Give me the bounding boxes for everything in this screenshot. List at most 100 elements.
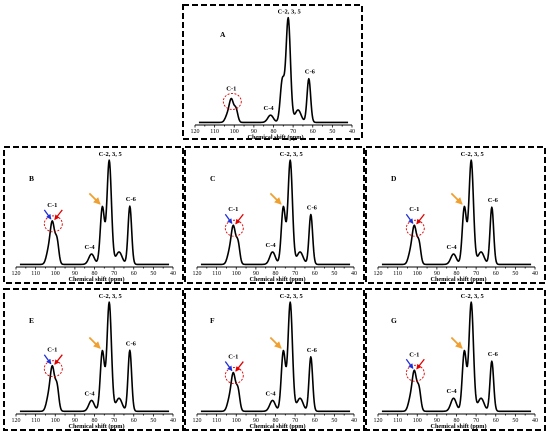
spectrum-line [381, 301, 532, 413]
peak-label-c-4: C-4 [85, 244, 96, 251]
x-tick-label: 50 [512, 418, 518, 424]
panel-label: C [210, 174, 215, 183]
peak-label-c-2-3-5: C-2, 3, 5 [280, 293, 304, 300]
x-tick-label: 50 [331, 271, 337, 277]
spectrum-line [200, 159, 351, 266]
c1-highlight-circle [222, 93, 242, 110]
x-tick-label: 50 [331, 418, 337, 424]
x-tick-label: 90 [434, 271, 440, 277]
x-tick-label: 70 [292, 271, 298, 277]
blue-arrow [43, 354, 52, 365]
spectrum-panel-d: 120 110 100 90 80 70 60 50 40 Chemical shift (ppm… [365, 146, 546, 284]
x-tick-label: 120 [12, 271, 21, 277]
x-tick-label: 120 [193, 271, 202, 277]
peak-label-c-4: C-4 [85, 390, 96, 397]
peak-label-c-6: C-6 [488, 351, 499, 358]
x-tick-label: 120 [374, 418, 383, 424]
blue-arrow [43, 209, 52, 220]
spectrum-panel-b: 120 110 100 90 80 70 60 50 40 Chemical shift (ppm… [3, 146, 184, 284]
panel-frame [3, 146, 184, 284]
x-tick-label: 80 [454, 271, 460, 277]
x-tick-label: 80 [92, 418, 98, 424]
x-tick-label: 110 [393, 418, 402, 424]
x-tick-label: 70 [290, 129, 296, 135]
x-tick-label: 60 [493, 418, 499, 424]
c1-highlight-circle [405, 364, 425, 382]
x-tick-label: 100 [230, 129, 239, 135]
x-tick-label: 50 [329, 129, 335, 135]
orange-arrow [88, 336, 101, 349]
c1-highlight-circle [224, 367, 244, 384]
peak-label-c-1: C-1 [409, 206, 419, 213]
panel-frame [365, 146, 546, 284]
red-arrow [54, 354, 63, 365]
x-tick-label: 90 [72, 418, 78, 424]
x-tick-label: 120 [12, 418, 21, 424]
x-tick-label: 80 [92, 271, 98, 277]
x-tick-label: 80 [271, 129, 277, 135]
x-axis-label: Chemical shift (ppm) [249, 423, 305, 430]
x-tick-label: 110 [212, 271, 221, 277]
peak-label-c-4: C-4 [264, 105, 275, 112]
blue-arrow [224, 361, 233, 372]
red-arrow [54, 209, 63, 221]
panel-frame [182, 4, 363, 140]
blue-arrow [405, 358, 414, 369]
panel-label: D [391, 174, 397, 183]
peak-label-c-1: C-1 [228, 206, 238, 213]
x-tick-label: 90 [434, 418, 440, 424]
x-tick-label: 100 [413, 418, 422, 424]
x-tick-label: 100 [232, 418, 241, 424]
x-tick-label: 40 [349, 129, 355, 135]
spectrum-line [198, 16, 349, 124]
x-tick-label: 40 [170, 418, 176, 424]
c1-highlight-circle [43, 360, 63, 378]
red-arrow [235, 361, 244, 372]
x-tick-label: 40 [351, 271, 357, 277]
x-tick-label: 60 [131, 418, 137, 424]
spectrum-panel-e: 120 110 100 90 80 70 60 50 40 Chemical shift (ppm… [3, 288, 184, 431]
peak-label-c-2-3-5: C-2, 3, 5 [99, 151, 123, 158]
panel-frame [365, 288, 546, 431]
x-tick-label: 70 [473, 418, 479, 424]
x-tick-label: 60 [312, 271, 318, 277]
x-tick-label: 100 [51, 418, 60, 424]
x-tick-label: 60 [310, 129, 316, 135]
peak-label-c-4: C-4 [447, 244, 458, 251]
x-tick-label: 90 [253, 271, 259, 277]
panel-label: A [220, 30, 226, 39]
peak-label-c-2-3-5: C-2, 3, 5 [461, 293, 485, 300]
x-tick-label: 60 [131, 271, 137, 277]
x-tick-label: 90 [72, 271, 78, 277]
x-tick-label: 110 [212, 418, 221, 424]
x-tick-label: 100 [232, 271, 241, 277]
spectrum-panel-a: 120 110 100 90 80 70 60 50 40 Chemical shift (ppm… [182, 4, 363, 141]
orange-arrow [269, 336, 282, 349]
x-tick-label: 70 [473, 271, 479, 277]
orange-arrow [450, 192, 463, 205]
panel-frame [184, 288, 365, 431]
x-tick-label: 60 [312, 418, 318, 424]
spectrum-line [381, 159, 532, 266]
x-tick-label: 120 [374, 271, 383, 277]
c1-highlight-circle [405, 219, 425, 237]
peak-label-c-1: C-1 [47, 202, 57, 209]
x-tick-label: 80 [273, 418, 279, 424]
panel-label: E [29, 316, 34, 325]
x-tick-label: 120 [193, 418, 202, 424]
orange-arrow [269, 192, 282, 205]
peak-label-c-1: C-1 [47, 347, 57, 354]
peak-label-c-6: C-6 [307, 205, 318, 212]
x-tick-label: 60 [493, 271, 499, 277]
spectrum-panel-f: 120 110 100 90 80 70 60 50 40 Chemical shift (ppm… [184, 288, 365, 431]
x-tick-label: 50 [150, 418, 156, 424]
peak-label-c-6: C-6 [126, 196, 137, 203]
x-tick-label: 40 [532, 418, 538, 424]
peak-label-c-1: C-1 [228, 354, 238, 361]
spectrum-line [19, 301, 170, 413]
orange-arrow [88, 192, 101, 205]
spectrum-line [200, 301, 351, 413]
spectrum-line [19, 159, 170, 266]
x-tick-label: 90 [253, 418, 259, 424]
